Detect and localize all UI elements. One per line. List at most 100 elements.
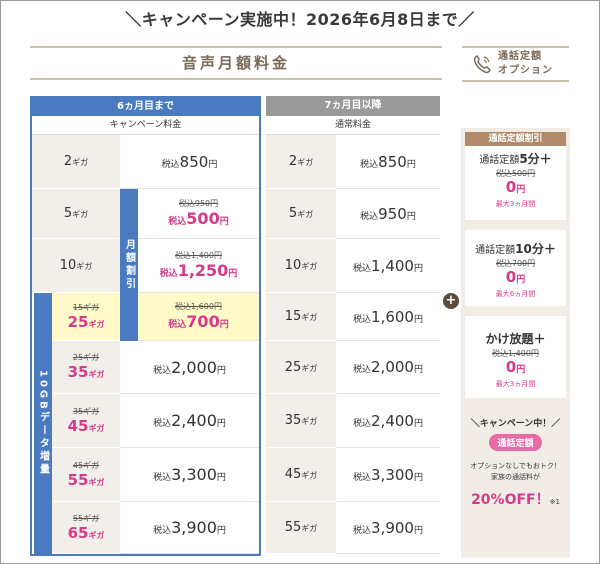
tax-label: 税込 — [353, 365, 372, 375]
old-giga: 45ギガ — [72, 460, 100, 470]
option-card-unlimited[interactable]: かけ放題＋ 税込1,400円 0円 最大3ヵ月間 — [465, 316, 566, 398]
yen-label: 円 — [219, 217, 229, 227]
price-value: 3,900 — [171, 518, 217, 537]
tax-label: 税込 — [161, 159, 180, 170]
regular-giga-cell: 2ギガ — [266, 135, 336, 189]
tax-label: 税込 — [153, 365, 172, 376]
tax-label: 税込 — [353, 525, 372, 536]
voice-monthly-fee-title: 音声月額料金 — [30, 46, 442, 80]
card-name: かけ放題＋ — [485, 332, 546, 346]
card-duration: 最大6ヵ月間 — [495, 290, 536, 298]
card-old-price: 税込1,400円 — [492, 349, 539, 358]
giga-value: 5 — [63, 206, 73, 221]
old-giga: 35ギガ — [72, 406, 100, 416]
price-value: 950 — [378, 204, 407, 223]
giga-unit: ギガ — [88, 530, 105, 540]
campaign-banner: ＼キャンペーン実施中！2026年6月8日まで／ — [125, 10, 475, 29]
old-giga: 15ギガ — [72, 302, 100, 312]
campaign-period-header: 6ヵ月目まで — [32, 98, 259, 116]
price-value: 1,600 — [371, 307, 414, 326]
tax-label: 税込 — [153, 419, 172, 429]
card-name-prefix: 通話定額 — [475, 245, 516, 256]
yen-label: 円 — [216, 365, 226, 376]
yen-label: 円 — [413, 472, 423, 483]
regular-price-cell: 税込2,400円 — [336, 394, 440, 448]
yen-label: 円 — [413, 314, 423, 325]
card-duration: 最大3ヵ月間 — [495, 380, 536, 388]
tax-label: 税込 — [168, 320, 187, 330]
campaign-pill[interactable]: 通話定額 — [489, 434, 542, 451]
tax-label: 税込 — [360, 211, 379, 222]
card-price: 0 — [505, 178, 517, 196]
tax-label: 税込 — [353, 263, 372, 274]
card-old-price: 税込700円 — [495, 259, 536, 268]
price-value: 850 — [378, 152, 407, 171]
giga-unit: ギガ — [76, 262, 93, 271]
giga-unit: ギガ — [301, 417, 318, 426]
regular-price-cell: 税込850円 — [336, 135, 440, 189]
yen-label: 円 — [216, 419, 226, 429]
regular-giga-cell: 25ギガ — [266, 341, 336, 394]
yen-label: 円 — [406, 211, 416, 222]
giga-unit: ギガ — [301, 363, 318, 373]
regular-giga-cell: 5ギガ — [266, 189, 336, 239]
giga-unit: ギガ — [301, 471, 318, 480]
tax-label: 税込 — [153, 526, 172, 536]
giga-unit: ギガ — [297, 158, 314, 167]
campaign-giga-cell: 2ギガ — [32, 135, 120, 189]
regular-price-cell: 税込950円 — [336, 189, 440, 239]
regular-giga-cell: 10ギガ — [266, 239, 336, 293]
price-value: 2,000 — [371, 358, 414, 376]
giga-value: 55 — [67, 470, 89, 489]
yen-label: 円 — [516, 185, 526, 195]
price-value: 1,250 — [177, 261, 229, 280]
regular-price-subheader: 通常料金 — [266, 116, 440, 135]
campaign-giga-cell: 55ギガ 65ギガ — [52, 502, 120, 554]
giga-unit: ギガ — [301, 524, 318, 533]
yen-label: 円 — [219, 320, 229, 330]
giga-unit: ギガ — [301, 262, 318, 271]
giga-value: 35 — [67, 363, 89, 381]
yen-label: 円 — [208, 159, 218, 170]
tax-label: 税込 — [353, 314, 372, 325]
option-card-5min[interactable]: 通話定額割引 通話定額5分＋ 税込500円 0円 最大3ヵ月間 — [465, 132, 566, 220]
old-price: 税込950円 — [178, 199, 219, 208]
card-price: 0 — [505, 358, 517, 376]
campaign-note1: オプションなしでもおトク！ — [470, 462, 561, 470]
giga-value: 10 — [284, 258, 302, 273]
regular-price-cell: 税込1,600円 — [336, 293, 440, 341]
yen-label: 円 — [413, 525, 423, 536]
campaign-note2: 家族の通話料が — [491, 473, 540, 481]
campaign-price-cell: 税込2,400円 — [120, 394, 259, 448]
campaign-giga-cell: 5ギガ — [32, 189, 120, 239]
campaign-giga-cell: 45ギガ 55ギガ — [52, 448, 120, 502]
giga-value: 15 — [284, 309, 302, 324]
price-value: 2,400 — [371, 411, 414, 430]
card-price: 0 — [505, 268, 517, 286]
giga-unit: ギガ — [297, 210, 314, 219]
giga-value: 2 — [288, 154, 298, 169]
campaign-off: 20%OFF！ — [471, 492, 550, 508]
old-price: 税込1,400円 — [175, 251, 222, 260]
yen-label: 円 — [216, 473, 226, 483]
giga-value: 35 — [284, 413, 302, 428]
tax-label: 税込 — [353, 418, 372, 429]
regular-giga-cell: 35ギガ — [266, 394, 336, 448]
price-value: 500 — [186, 209, 220, 228]
discount-header: 通話定額割引 — [465, 132, 566, 146]
price-value: 3,900 — [371, 518, 414, 537]
giga-value: 5 — [288, 206, 298, 221]
call-option-title: 通話定額 オプション — [462, 46, 569, 82]
yen-label: 円 — [516, 275, 526, 285]
old-giga: 55ギガ — [72, 513, 100, 523]
regular-giga-cell: 45ギガ — [266, 448, 336, 502]
giga-unit: ギガ — [72, 210, 89, 219]
giga-unit: ギガ — [88, 319, 105, 329]
giga-unit: ギガ — [88, 423, 105, 433]
option-card-10min[interactable]: 通話定額10分＋ 税込700円 0円 最大6ヵ月間 — [465, 230, 566, 306]
campaign-price-cell: 税込3,900円 — [120, 502, 259, 554]
campaign-giga-cell: 10ギガ — [32, 239, 120, 293]
regular-price-cell: 税込3,900円 — [336, 502, 440, 554]
yen-label: 円 — [228, 269, 238, 279]
yen-label: 円 — [516, 365, 526, 375]
